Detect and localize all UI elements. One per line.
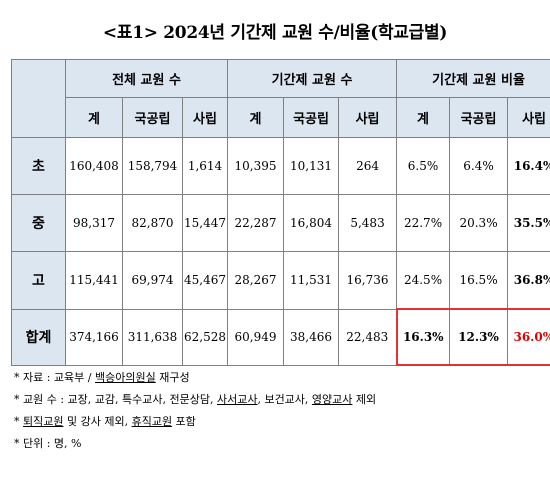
corner-cell xyxy=(11,59,66,138)
table-cell: 6.4% xyxy=(449,137,509,195)
table-cell: 16.4% xyxy=(507,137,550,195)
footnotes: * 자료 : 교육부 / 백승아의원실 재구성 * 교원 수 : 교장, 교감,… xyxy=(14,367,376,455)
subheader-cell: 사립 xyxy=(338,97,398,138)
note-text: 재구성 xyxy=(155,371,190,384)
subheader-cell: 계 xyxy=(227,97,285,138)
table-cell: 264 xyxy=(338,137,398,195)
note-text: 포함 xyxy=(172,415,196,428)
header-contract-ratio: 기간제 교원 비율 xyxy=(396,59,550,98)
table-cell: 69,974 xyxy=(122,251,183,310)
note-text: 백승아의원실 xyxy=(95,371,156,384)
table-cell: 158,794 xyxy=(122,137,183,195)
table-cell: 15,447 xyxy=(181,194,229,252)
note-text: , 보건교사, xyxy=(257,393,312,406)
footnote-source: * 자료 : 교육부 / 백승아의원실 재구성 xyxy=(14,367,376,389)
subheader-cell: 국공립 xyxy=(122,97,183,138)
row-label: 고 xyxy=(11,251,66,310)
table-cell: 16,736 xyxy=(338,251,398,310)
highlighted-cell: 36.0% xyxy=(507,308,550,366)
subheader-cell: 사립 xyxy=(181,97,229,138)
note-text: * xyxy=(14,415,23,428)
note-text: 휴직교원 xyxy=(131,415,173,428)
table-cell: 1,614 xyxy=(181,137,229,195)
table-cell: 20.3% xyxy=(449,194,509,252)
table-cell: 98,317 xyxy=(65,194,123,252)
footnote-unit: * 단위 : 명, % xyxy=(14,437,82,450)
subheader-cell: 국공립 xyxy=(449,97,509,138)
note-text: 및 강사 제외, xyxy=(63,415,132,428)
row-label: 합계 xyxy=(11,308,66,366)
table-cell: 10,131 xyxy=(283,137,340,195)
table-cell: 6.5% xyxy=(396,137,451,195)
table-title: <표1> 2024년 기간제 교원 수/비율(학교급별) xyxy=(102,23,448,43)
table-cell: 374,166 xyxy=(65,308,123,366)
table-cell: 22.7% xyxy=(396,194,451,252)
table-row-high: 고 115,441 69,974 45,467 28,267 11,531 16… xyxy=(11,251,550,310)
note-text: 영양교사 xyxy=(311,393,353,406)
table-cell: 160,408 xyxy=(65,137,123,195)
table-cell: 62,528 xyxy=(181,308,229,366)
table-cell: 5,483 xyxy=(338,194,398,252)
subheader-cell: 사립 xyxy=(507,97,550,138)
table-cell: 16,804 xyxy=(283,194,340,252)
table-row-elementary: 초 160,408 158,794 1,614 10,395 10,131 26… xyxy=(11,137,550,195)
note-text: 사서교사 xyxy=(216,393,258,406)
table-cell: 24.5% xyxy=(396,251,451,310)
teacher-statistics-table: 전체 교원 수 기간제 교원 수 기간제 교원 비율 계 국공립 사립 계 국공… xyxy=(11,59,550,366)
note-text: * 교원 수 : 교장, 교감, 특수교사, 전문상담, xyxy=(14,393,217,406)
row-label: 중 xyxy=(11,194,66,252)
subheader-cell: 국공립 xyxy=(283,97,340,138)
footnote-exclusions: * 퇴직교원 및 강사 제외, 휴직교원 포함 xyxy=(14,411,376,433)
table-row-total: 합계 374,166 311,638 62,528 60,949 38,466 … xyxy=(11,308,550,366)
table-cell: 115,441 xyxy=(65,251,123,310)
table-cell: 82,870 xyxy=(122,194,183,252)
highlighted-cell: 12.3% xyxy=(449,308,509,366)
table-cell: 45,467 xyxy=(181,251,229,310)
table-cell: 28,267 xyxy=(227,251,285,310)
table-cell: 38,466 xyxy=(283,308,340,366)
subheader-cell: 계 xyxy=(65,97,123,138)
highlighted-cell: 16.3% xyxy=(395,308,451,366)
table-cell: 311,638 xyxy=(122,308,183,366)
note-text: * 자료 : 교육부 / xyxy=(14,371,95,384)
table-cell: 11,531 xyxy=(283,251,340,310)
table-cell: 35.5% xyxy=(507,194,550,252)
row-label: 초 xyxy=(11,137,66,195)
note-text: 제외 xyxy=(352,393,377,406)
table-cell: 60,949 xyxy=(227,308,285,366)
header-contract-teachers: 기간제 교원 수 xyxy=(227,59,398,98)
table-cell: 16.5% xyxy=(449,251,509,310)
footnote-teacher-count: * 교원 수 : 교장, 교감, 특수교사, 전문상담, 사서교사, 보건교사,… xyxy=(14,389,376,411)
table-cell: 22,483 xyxy=(338,308,398,366)
table-cell: 10,395 xyxy=(227,137,285,195)
subheader-cell: 계 xyxy=(396,97,451,138)
table-cell: 36.8% xyxy=(507,251,550,310)
table-cell: 22,287 xyxy=(227,194,285,252)
note-text: 퇴직교원 xyxy=(23,415,64,428)
header-total-teachers: 전체 교원 수 xyxy=(64,59,229,98)
table-row-middle: 중 98,317 82,870 15,447 22,287 16,804 5,4… xyxy=(11,194,550,252)
